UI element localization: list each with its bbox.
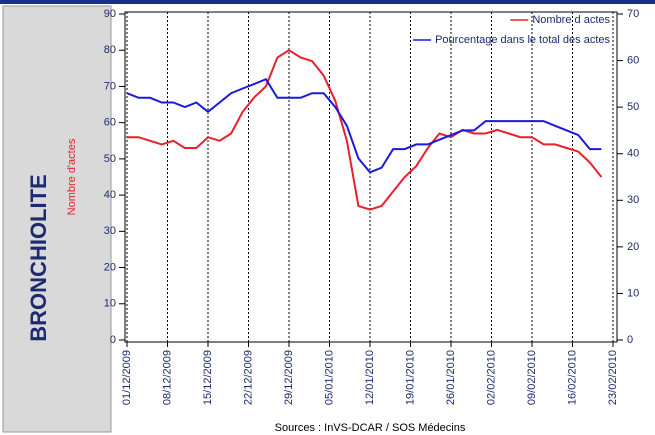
y-tick-label: 40 xyxy=(104,189,116,201)
plot-frame xyxy=(124,11,618,343)
y-tick-label: 90 xyxy=(104,8,116,20)
panel-label: BRONCHIOLITE xyxy=(26,174,51,341)
x-tick-label: 01/12/2009 xyxy=(121,350,133,405)
y-tick-label: 20 xyxy=(104,261,116,273)
y-tick-label: 30 xyxy=(104,225,116,237)
legend-label: Pourcentage dans le total des actes xyxy=(435,34,610,46)
y2-tick-label: 20 xyxy=(627,241,639,253)
x-tick-label: 16/02/2010 xyxy=(566,350,578,405)
x-tick-label: 26/01/2010 xyxy=(445,350,457,405)
x-tick-label: 19/01/2010 xyxy=(404,350,416,405)
y-tick-label: 10 xyxy=(104,298,116,310)
y2-tick-label: 10 xyxy=(627,287,639,299)
y2-tick-label: 0 xyxy=(627,334,633,346)
x-tick-label: 05/01/2010 xyxy=(323,350,335,405)
y-tick-label: 70 xyxy=(104,80,116,92)
x-tick-label: 29/12/2009 xyxy=(283,350,295,405)
y-tick-label: 50 xyxy=(104,153,116,165)
top-border xyxy=(0,0,655,4)
y2-tick-label: 50 xyxy=(627,101,639,113)
x-tick-label: 08/12/2009 xyxy=(161,350,173,405)
x-tick-label: 12/01/2010 xyxy=(364,350,376,405)
x-tick-label: 23/02/2010 xyxy=(607,350,619,405)
y2-tick-label: 30 xyxy=(627,194,639,206)
x-tick-label: 22/12/2009 xyxy=(242,350,254,405)
legend-label: Nombre d actes xyxy=(532,14,610,26)
series-line xyxy=(126,77,602,174)
x-tick-label: 09/02/2010 xyxy=(526,350,538,405)
series-line xyxy=(127,49,603,211)
y2-tick-label: 70 xyxy=(627,8,639,20)
y-tick-label: 80 xyxy=(104,44,116,56)
y-tick-label: 60 xyxy=(104,117,116,129)
y2-tick-label: 40 xyxy=(627,148,639,160)
side-panel xyxy=(2,5,112,433)
source: Sources : InVS-DCAR / SOS Médecins xyxy=(275,422,466,434)
x-tick-label: 15/12/2009 xyxy=(202,350,214,405)
y2-tick-label: 60 xyxy=(627,54,639,66)
y-tick-label: 0 xyxy=(110,334,116,346)
y-axis-label: Nombre d'actes xyxy=(66,138,78,215)
x-tick-label: 02/02/2010 xyxy=(485,350,497,405)
